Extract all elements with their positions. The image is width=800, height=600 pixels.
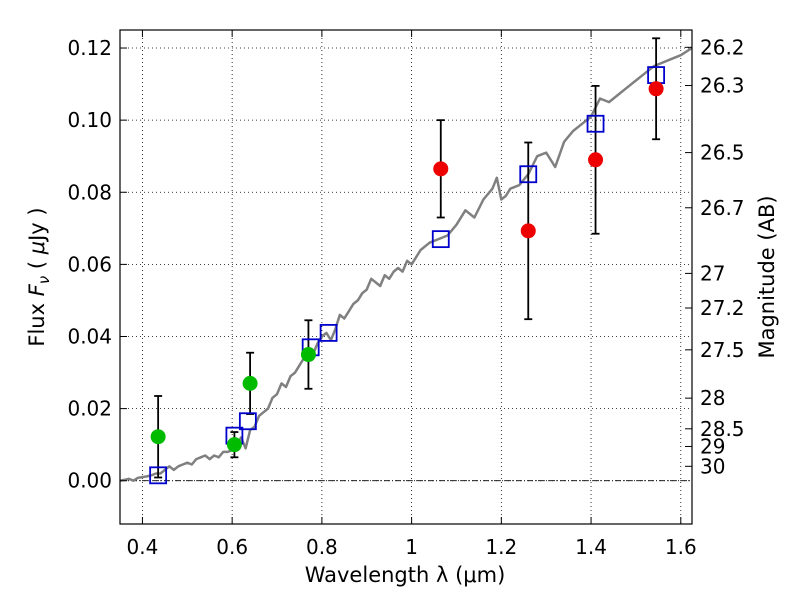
y-axis-label: Flux Fν ( μJy ) <box>25 207 53 346</box>
grid <box>120 30 692 524</box>
optical-detection-point <box>242 375 258 391</box>
optical-detection-point <box>226 437 242 453</box>
y-tick-label: 0.04 <box>67 324 112 348</box>
x-axis-label: Wavelength λ (μm) <box>305 563 506 587</box>
nir-detection-point <box>648 81 664 97</box>
y-tick-label: 0.06 <box>67 252 112 276</box>
right-tick-label: 27.5 <box>700 338 745 362</box>
right-tick-label: 29 <box>700 434 725 458</box>
plot-frame <box>119 29 693 525</box>
right-tick-label: 26.2 <box>700 35 745 59</box>
y-tick-label: 0.08 <box>67 180 112 204</box>
y-tick-label: 0.10 <box>67 108 112 132</box>
nir-detection-point <box>433 161 449 177</box>
right-tick-label: 26.5 <box>700 141 745 165</box>
right-tick-label: 27.2 <box>700 296 745 320</box>
model-photometry-square <box>431 230 450 249</box>
x-tick-label: 1 <box>405 535 418 559</box>
nir-detection-point <box>588 152 604 168</box>
right-tick-label: 30 <box>700 454 725 478</box>
y-tick-label: 0.02 <box>67 397 112 421</box>
model-photometry-square <box>149 466 168 485</box>
y-tick-label: 0.00 <box>67 469 112 493</box>
right-tick-label: 26.3 <box>700 74 745 98</box>
model-photometry-square <box>519 165 538 184</box>
x-tick-label: 0.6 <box>216 535 248 559</box>
right-tick-label: 27 <box>700 261 725 285</box>
optical-detection-point <box>150 429 166 445</box>
nir-detection-point <box>520 223 536 239</box>
plot-area <box>119 37 693 485</box>
x-tick-label: 0.4 <box>127 535 159 559</box>
x-tick-label: 1.4 <box>575 535 607 559</box>
right-tick-label: 26.7 <box>700 196 745 220</box>
model-photometry-square <box>319 323 338 342</box>
x-tick-label: 1.6 <box>665 535 697 559</box>
x-tick-label: 0.8 <box>306 535 338 559</box>
model-photometry-square <box>586 114 605 133</box>
right-tick-label: 28.5 <box>700 417 745 441</box>
x-tick-label: 1.2 <box>485 535 517 559</box>
optical-detection-point <box>300 347 316 363</box>
y-tick-label: 0.12 <box>67 36 112 60</box>
model-spectrum-line <box>119 46 693 482</box>
right-tick-label: 28 <box>700 386 725 410</box>
axis-ticks: 0.4 0.6 0.8 1 1.2 1.4 1.6 0.00 0.02 0.04 0.06 0.08 0… <box>67 30 745 559</box>
model-photometry-square <box>238 412 257 431</box>
right-axis-label: Magnitude (AB) <box>755 195 779 358</box>
